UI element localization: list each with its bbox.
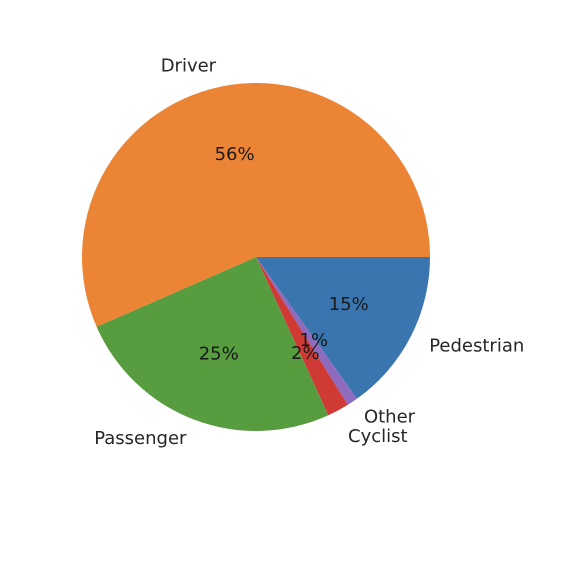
- pie-slice-driver: [81, 82, 430, 327]
- pct-label-cyclist: 2%: [291, 343, 320, 364]
- category-label-other: Other: [364, 406, 416, 427]
- pie-slice-passenger: [96, 257, 329, 431]
- pie-slice-other: [256, 257, 357, 405]
- pie-slice-pedestrian: [256, 257, 430, 399]
- percent-labels: 15%1%2% 25% 56%: [199, 144, 369, 365]
- category-label-driver: Driver: [161, 55, 217, 76]
- pct-label-passenger: 25%: [199, 344, 239, 365]
- pie-slice-cyclist: [256, 257, 348, 416]
- category-label-cyclist: Cyclist: [348, 426, 408, 447]
- category-label-pedestrian: Pedestrian: [429, 335, 524, 356]
- category-label-passenger: Passenger: [94, 428, 187, 449]
- pct-label-driver: 56%: [215, 144, 255, 165]
- pct-label-pedestrian: 15%: [329, 294, 369, 315]
- pct-label-other: 1%: [300, 330, 329, 351]
- pie-slices: [81, 82, 430, 431]
